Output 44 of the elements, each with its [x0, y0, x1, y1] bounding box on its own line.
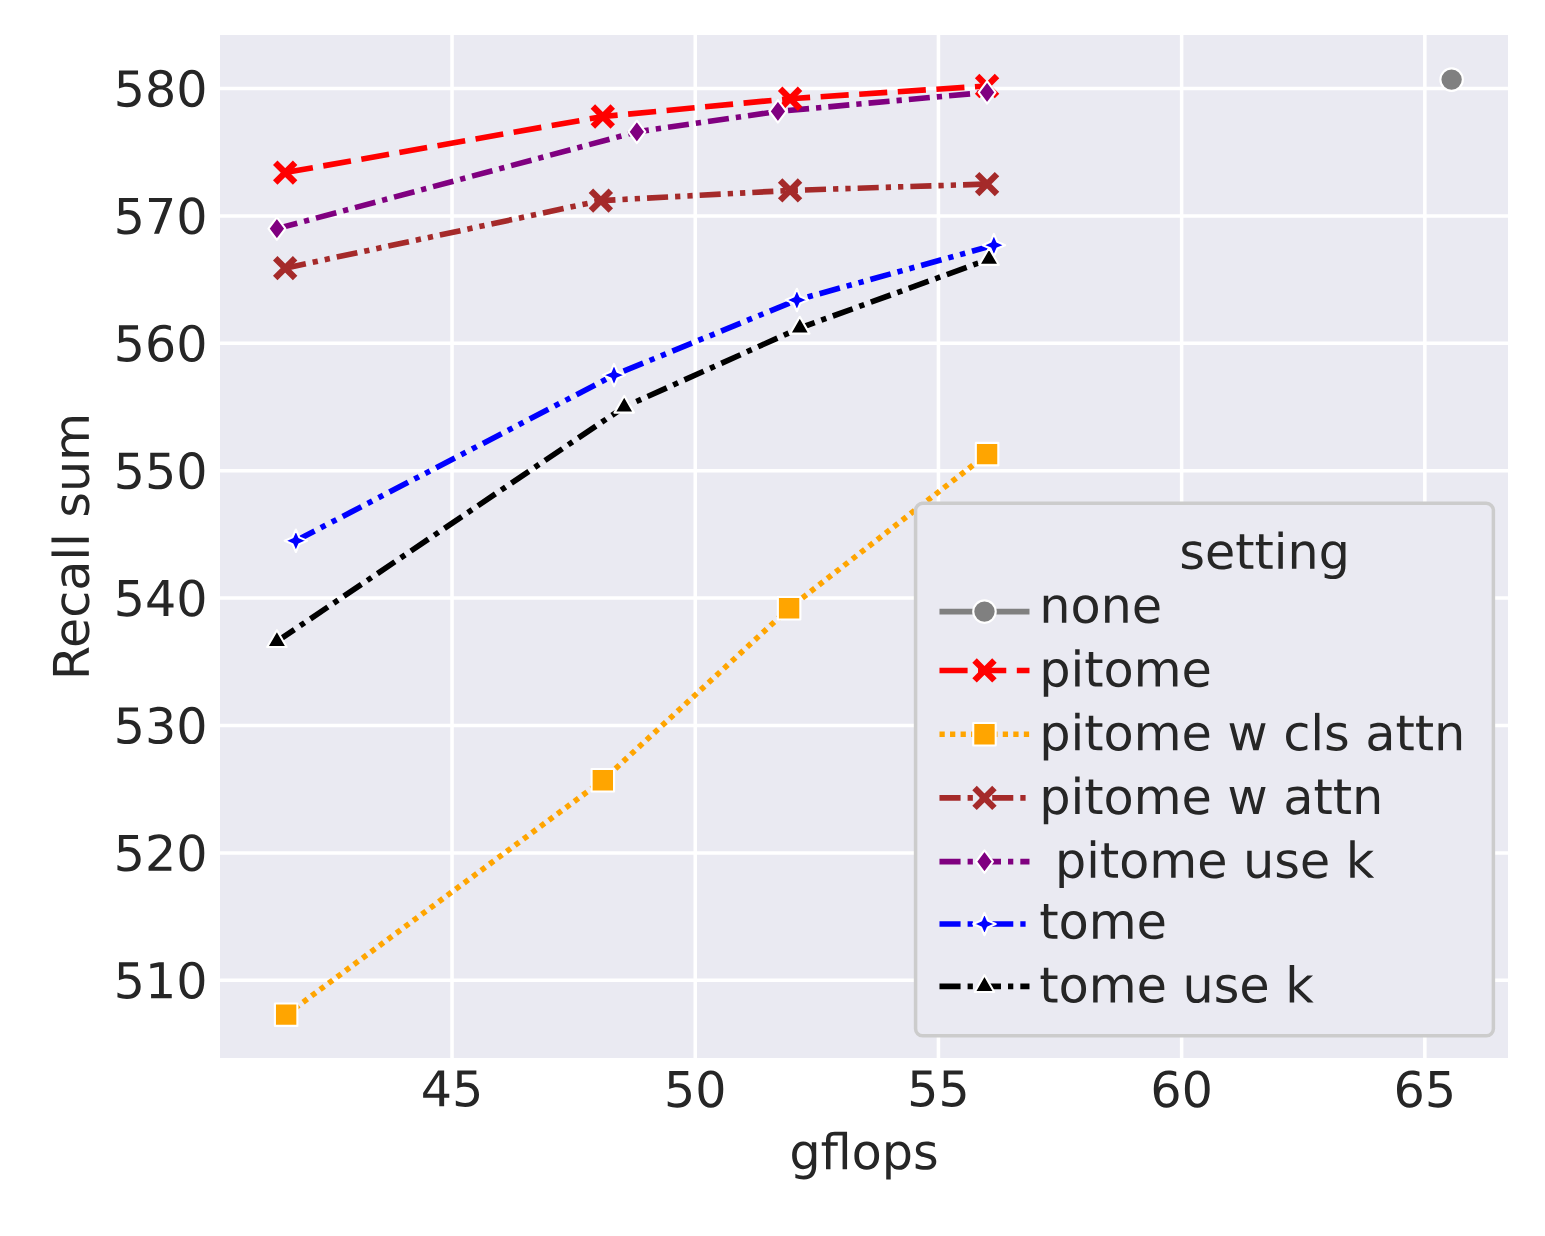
legend-label: tome use k: [1040, 965, 1314, 1004]
x-tick-label: 60: [1153, 1070, 1210, 1108]
x-tick-label: 45: [423, 1070, 480, 1107]
point: [768, 99, 788, 124]
point: [1439, 67, 1464, 92]
x-tick-label: 65: [1396, 1070, 1452, 1108]
legend-label: tome: [1040, 904, 1165, 940]
point: [776, 595, 802, 621]
y-tick-label: 530: [117, 706, 205, 745]
x-axis-title: gflops: [792, 1131, 937, 1180]
point: [627, 119, 647, 145]
point: [974, 441, 1000, 467]
point: [973, 170, 1001, 198]
point: [272, 255, 299, 282]
point: [589, 103, 616, 130]
point: [776, 85, 804, 112]
point: [977, 80, 997, 105]
y-tick-label: 510: [117, 961, 205, 999]
point: [267, 216, 287, 241]
y-tick-label: 550: [117, 452, 205, 490]
point: [973, 72, 1001, 100]
x-tick-label: 50: [667, 1070, 724, 1108]
point: [273, 1002, 299, 1027]
point: [590, 767, 616, 793]
legend-label: pitome use k: [1059, 840, 1375, 888]
point: [283, 528, 309, 554]
y-tick-label: 540: [117, 579, 205, 617]
y-tick-label: 580: [117, 69, 205, 108]
point: [601, 362, 627, 388]
y-tick-label: 520: [117, 834, 205, 872]
y-tick-label: 570: [117, 197, 205, 235]
legend-label: none: [1043, 595, 1160, 624]
point: [981, 232, 1007, 258]
y-tick-label: 560: [117, 324, 205, 362]
legend-label: pitome: [1043, 649, 1210, 697]
x-tick-label: 55: [910, 1070, 966, 1107]
point: [272, 159, 299, 186]
point: [776, 177, 804, 204]
legend-label: pitome w cls attn: [1043, 712, 1462, 761]
point: [784, 287, 810, 313]
point: [587, 187, 614, 214]
legend-title: setting: [1181, 531, 1346, 580]
legend-label: pitome w attn: [1043, 776, 1380, 825]
y-axis-title: Recall sum: [51, 417, 90, 676]
